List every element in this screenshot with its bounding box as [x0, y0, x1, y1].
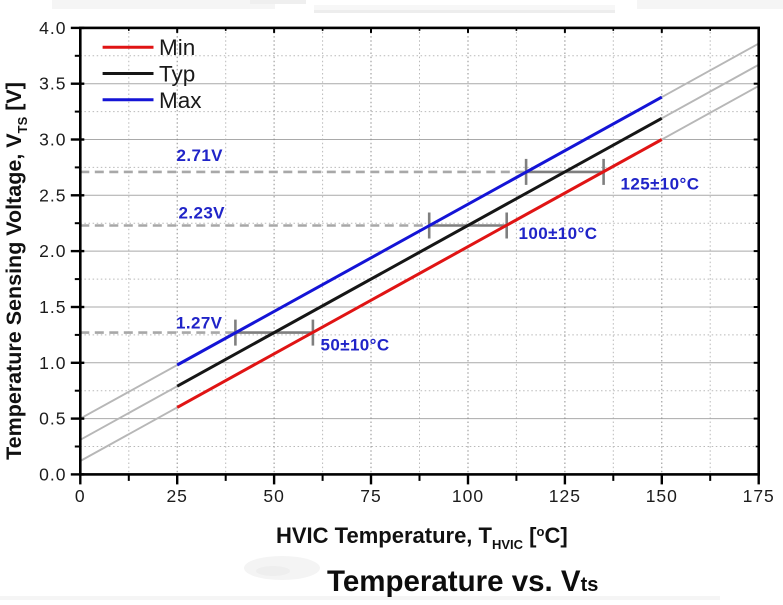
- svg-text:2.5: 2.5: [39, 185, 66, 205]
- svg-text:2.71V: 2.71V: [177, 146, 224, 165]
- svg-text:Temperature Sensing Voltage, V: Temperature Sensing Voltage, VTS [V]: [2, 82, 30, 460]
- svg-text:0: 0: [75, 486, 86, 506]
- svg-text:1.27V: 1.27V: [176, 314, 223, 333]
- svg-text:4.0: 4.0: [39, 18, 66, 38]
- svg-text:Max: Max: [159, 88, 202, 113]
- svg-text:1.5: 1.5: [39, 297, 66, 317]
- svg-text:1.0: 1.0: [39, 353, 66, 373]
- svg-text:75: 75: [360, 486, 381, 506]
- svg-text:50: 50: [263, 486, 284, 506]
- svg-text:100: 100: [452, 486, 484, 506]
- svg-text:3.5: 3.5: [39, 74, 66, 94]
- svg-text:25: 25: [166, 486, 187, 506]
- svg-text:50±10°C: 50±10°C: [321, 336, 390, 355]
- svg-text:175: 175: [743, 486, 775, 506]
- svg-text:125±10°C: 125±10°C: [621, 175, 700, 194]
- svg-text:0.0: 0.0: [39, 464, 66, 484]
- svg-text:3.0: 3.0: [39, 130, 66, 150]
- svg-text:2.23V: 2.23V: [179, 204, 226, 223]
- svg-text:HVIC Temperature, THVIC [oC]: HVIC Temperature, THVIC [oC]: [276, 523, 568, 552]
- svg-text:100±10°C: 100±10°C: [519, 224, 598, 243]
- svg-text:0.5: 0.5: [39, 409, 66, 429]
- svg-text:2.0: 2.0: [39, 241, 66, 261]
- svg-text:Min: Min: [159, 35, 195, 60]
- svg-text:Temperature vs. Vts: Temperature vs. Vts: [327, 565, 598, 598]
- svg-text:150: 150: [646, 486, 678, 506]
- svg-text:Typ: Typ: [159, 62, 195, 87]
- svg-text:125: 125: [549, 486, 581, 506]
